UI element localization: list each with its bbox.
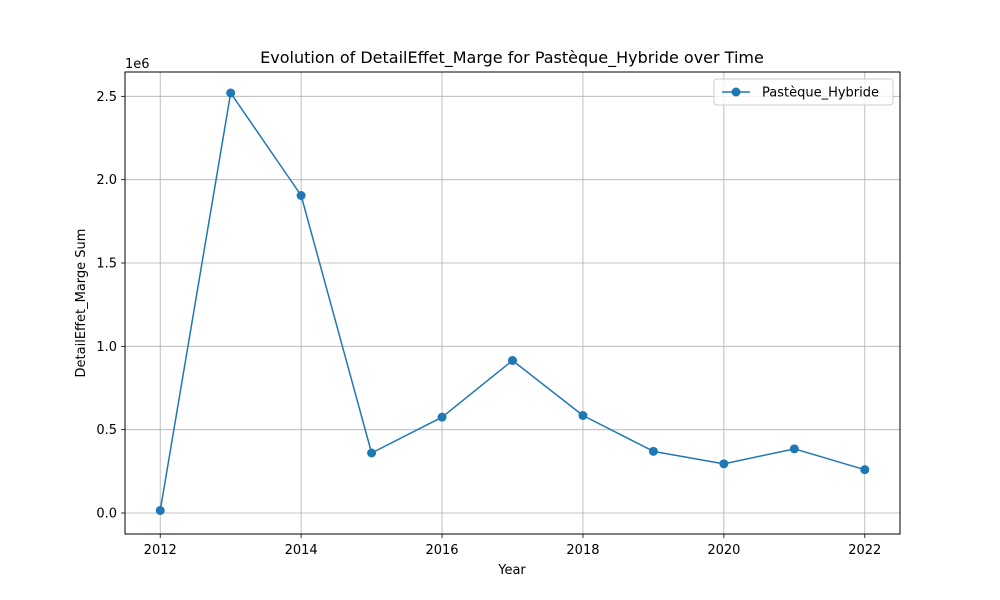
y-tick-label: 2.5 <box>96 90 117 105</box>
legend: Pastèque_Hybride <box>713 78 894 106</box>
data-point <box>648 446 658 456</box>
chart-title: Evolution of DetailEffet_Marge for Pastè… <box>260 48 764 68</box>
x-tick-label: 2018 <box>566 543 599 558</box>
legend-marker <box>731 87 741 97</box>
legend-box <box>713 78 894 106</box>
x-axis-label: Year <box>497 563 526 578</box>
data-point <box>789 444 799 454</box>
x-axis-ticks: 2012 2014 2016 2018 2020 2022 <box>144 534 881 558</box>
y-tick-label: 0.0 <box>96 507 117 522</box>
y-tick-label: 1.5 <box>96 257 117 272</box>
x-tick-label: 2020 <box>707 543 740 558</box>
data-point <box>226 88 236 98</box>
y-tick-label: 2.0 <box>96 173 117 188</box>
x-tick-label: 2016 <box>425 543 458 558</box>
plot-area-frame <box>124 71 901 535</box>
data-point <box>367 448 377 458</box>
legend-label: Pastèque_Hybride <box>762 86 879 101</box>
y-axis-label: DetailEffet_Marge Sum <box>74 229 89 378</box>
data-point <box>578 411 588 420</box>
data-point <box>296 191 306 200</box>
data-point <box>719 459 729 469</box>
x-tick-label: 2014 <box>285 543 318 558</box>
y-tick-label: 1.0 <box>96 340 117 355</box>
y-axis-ticks: 0.0 0.5 1.0 1.5 2.0 2.5 <box>96 90 125 522</box>
data-point <box>860 465 870 475</box>
data-point <box>437 412 447 422</box>
data-point <box>508 356 517 365</box>
data-points <box>155 88 870 515</box>
data-point <box>155 506 165 515</box>
y-tick-label: 0.5 <box>96 423 117 438</box>
grid-lines <box>125 72 900 534</box>
y-axis-offset-label: 1e6 <box>125 57 150 72</box>
x-tick-label: 2022 <box>848 543 881 558</box>
x-tick-label: 2012 <box>144 543 177 558</box>
